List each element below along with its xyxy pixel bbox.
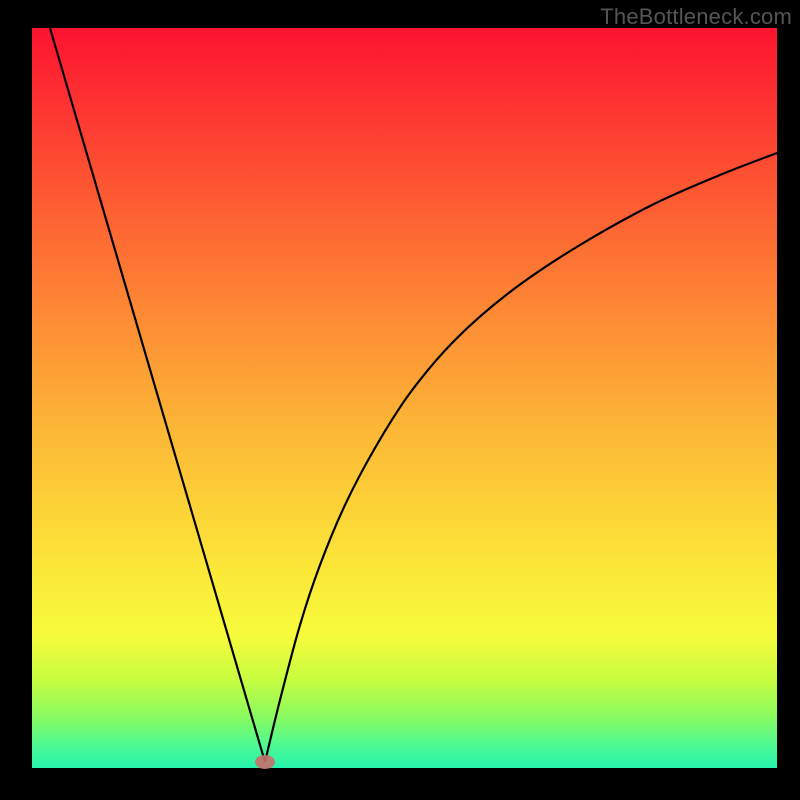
watermark-text: TheBottleneck.com <box>600 4 792 30</box>
bottleneck-chart <box>0 0 800 800</box>
minimum-marker <box>255 755 275 769</box>
plot-area <box>32 28 777 768</box>
page-root: { "watermark": { "text": "TheBottleneck.… <box>0 0 800 800</box>
